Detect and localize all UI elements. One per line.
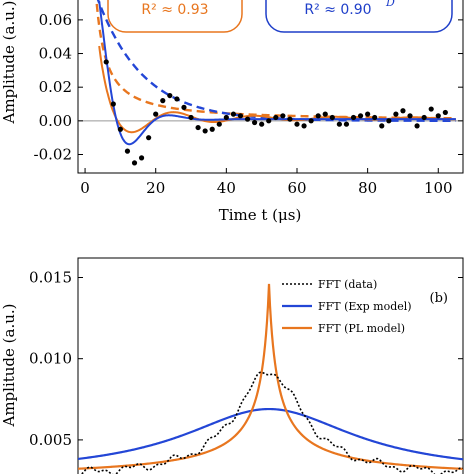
top-x-axis: 0 20 40 60 80 100 xyxy=(80,168,453,197)
fft-exp-model-curve xyxy=(78,407,463,461)
panel-label-b: (b) xyxy=(430,291,448,306)
top-plot-frame xyxy=(77,0,464,174)
bottom-plot-frame xyxy=(77,257,464,474)
data-point xyxy=(216,121,222,127)
data-point xyxy=(421,114,427,121)
top-y-axis: -0.02 0.00 0.02 0.04 0.06 xyxy=(34,11,463,163)
legend: FFT (data) FFT (Exp model) FFT (PL model… xyxy=(282,278,412,335)
data-point xyxy=(266,118,272,124)
data-points xyxy=(103,59,448,166)
top-y-tick-label: -0.02 xyxy=(34,145,72,163)
top-x-tick-label: 80 xyxy=(358,179,377,197)
data-point xyxy=(103,59,109,65)
data-point xyxy=(407,113,413,119)
data-point xyxy=(252,119,258,126)
top-y-tick-label: 0.00 xyxy=(39,112,72,130)
data-point xyxy=(188,114,194,121)
data-point xyxy=(414,123,420,129)
data-point xyxy=(365,111,371,117)
top-x-axis-label: Time t (μs) xyxy=(219,206,302,224)
top-x-tick-label: 0 xyxy=(80,179,90,197)
data-point xyxy=(138,155,145,161)
top-y-axis-label: Amplitude (a.u.) xyxy=(0,0,18,124)
data-point xyxy=(244,116,251,122)
data-point xyxy=(117,126,123,132)
data-point xyxy=(153,111,159,117)
data-point xyxy=(202,128,208,134)
top-y-tick-label: 0.02 xyxy=(39,78,72,96)
exp-r2-suffix: D xyxy=(385,0,395,9)
data-point xyxy=(110,101,116,107)
top-x-tick-label: 60 xyxy=(287,179,306,197)
data-point xyxy=(308,118,314,124)
data-point xyxy=(315,113,321,119)
bottom-panel: 0.005 0.010 0.015 (b) FFT (data) FFT (Exp … xyxy=(0,257,464,474)
bottom-y-tick-label: 0.010 xyxy=(29,350,72,368)
data-point xyxy=(350,114,357,121)
data-point xyxy=(379,123,385,129)
data-point xyxy=(322,111,328,117)
data-point xyxy=(393,111,399,117)
exp-r2-label: R² ≈ 0.90 xyxy=(304,2,371,18)
pl-r2-box xyxy=(107,0,243,33)
data-point xyxy=(167,92,173,99)
bottom-y-tick-label: 0.015 xyxy=(29,268,72,286)
data-point xyxy=(287,116,293,122)
legend-label-fft-exp: FFT (Exp model) xyxy=(318,300,412,313)
bottom-y-tick-label: 0.005 xyxy=(29,431,72,449)
data-point xyxy=(237,113,244,119)
data-point xyxy=(209,126,215,132)
data-point xyxy=(357,113,364,119)
data-point xyxy=(273,114,279,121)
legend-label-fft-pl: FFT (PL model) xyxy=(318,322,405,335)
data-point xyxy=(160,98,166,104)
top-y-tick-label: 0.06 xyxy=(39,11,72,29)
legend-label-fft-data: FFT (data) xyxy=(318,278,377,291)
data-point xyxy=(131,160,138,166)
data-point xyxy=(146,135,152,141)
data-point xyxy=(181,104,187,110)
top-panel: -0.02 0.00 0.02 0.04 0.06 0 20 40 60 80 100 R² ≈ … xyxy=(0,0,464,224)
bottom-y-axis-label: Amplitude (a.u.) xyxy=(0,303,18,427)
data-point xyxy=(343,121,350,127)
data-point xyxy=(280,113,286,119)
top-x-tick-label: 20 xyxy=(146,179,165,197)
data-point xyxy=(329,114,335,121)
data-point xyxy=(386,118,392,124)
top-x-tick-label: 40 xyxy=(217,179,236,197)
fft-data-curve xyxy=(80,371,463,474)
data-point xyxy=(336,121,342,127)
data-point xyxy=(400,108,406,114)
data-point xyxy=(372,114,378,121)
data-point xyxy=(259,121,265,127)
data-point xyxy=(435,113,441,119)
data-point xyxy=(294,121,300,127)
data-point xyxy=(124,148,131,154)
data-point xyxy=(442,109,448,116)
top-x-tick-label: 100 xyxy=(424,179,453,197)
bottom-y-axis: 0.005 0.010 0.015 xyxy=(29,268,463,449)
data-point xyxy=(301,123,307,129)
data-point xyxy=(230,111,237,117)
data-point xyxy=(195,124,201,131)
pl-r2-label: R² ≈ 0.93 xyxy=(141,2,208,18)
top-y-tick-label: 0.04 xyxy=(39,45,72,63)
data-point xyxy=(174,96,180,102)
data-point xyxy=(223,114,229,121)
exp-r2-box xyxy=(265,0,453,33)
data-point xyxy=(428,106,434,112)
